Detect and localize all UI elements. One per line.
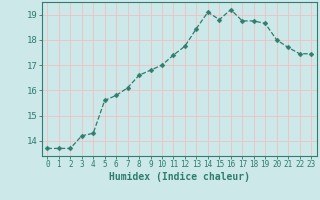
X-axis label: Humidex (Indice chaleur): Humidex (Indice chaleur) [109, 172, 250, 182]
